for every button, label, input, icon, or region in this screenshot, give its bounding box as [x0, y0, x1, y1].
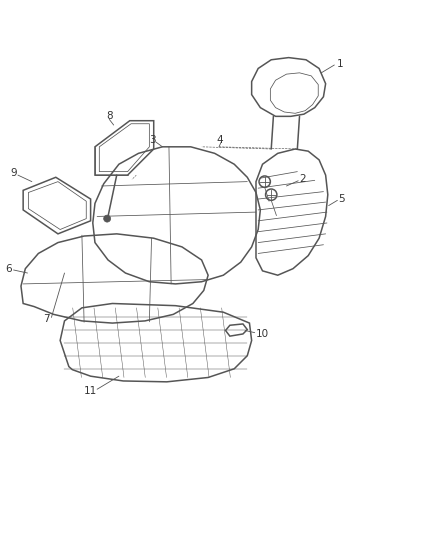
- Text: 1: 1: [336, 59, 343, 69]
- Text: 2: 2: [300, 174, 306, 184]
- Text: 7: 7: [43, 314, 49, 324]
- Text: 8: 8: [106, 111, 113, 122]
- Text: 6: 6: [6, 264, 12, 273]
- Text: 4: 4: [217, 135, 223, 146]
- Text: 5: 5: [339, 194, 345, 204]
- Text: 10: 10: [256, 329, 269, 339]
- Circle shape: [104, 215, 111, 222]
- Text: 9: 9: [10, 168, 17, 178]
- Text: 11: 11: [84, 385, 97, 395]
- Text: 3: 3: [149, 135, 156, 146]
